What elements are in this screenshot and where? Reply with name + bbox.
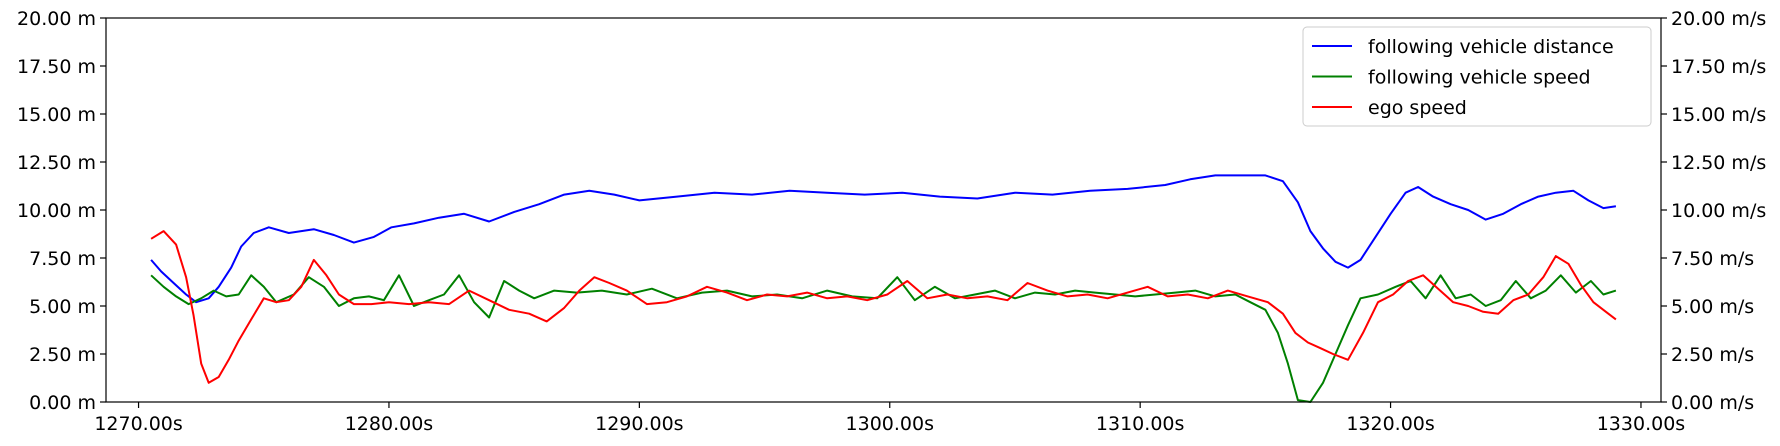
x-tick-label: 1330.00s [1597, 413, 1685, 435]
y-left-tick-label: 17.50 m [17, 56, 96, 78]
legend-label: ego speed [1368, 97, 1467, 119]
y-right-tick-label: 15.00 m/s [1671, 104, 1766, 126]
y-left-tick-label: 10.00 m [17, 200, 96, 222]
y-left-tick-label: 15.00 m [17, 104, 96, 126]
y-right-tick-label: 20.00 m/s [1671, 8, 1766, 30]
y-right-tick-label: 10.00 m/s [1671, 200, 1766, 222]
y-right-tick-label: 5.00 m/s [1671, 296, 1754, 318]
y-axis-left: 0.00 m 2.50 m 5.00 m 7.50 m 10.00 m 12.50 m 15… [17, 8, 106, 414]
y-left-tick-label: 12.50 m [17, 152, 96, 174]
legend-label: following vehicle speed [1368, 67, 1591, 89]
legend-label: following vehicle distance [1368, 36, 1614, 58]
y-left-tick-label: 7.50 m [29, 248, 96, 270]
y-left-tick-label: 20.00 m [17, 8, 96, 30]
series-line-3 [150, 230, 1617, 384]
x-tick-label: 1280.00s [345, 413, 433, 435]
x-tick-label: 1320.00s [1346, 413, 1434, 435]
series-line-2 [150, 274, 1617, 403]
y-right-tick-label: 7.50 m/s [1671, 248, 1754, 270]
y-right-tick-label: 12.50 m/s [1671, 152, 1766, 174]
series-line-1 [150, 174, 1617, 304]
y-axis-right: 0.00 m/s 2.50 m/s 5.00 m/s 7.50 m/s 10.00 m/… [1661, 8, 1766, 414]
series-layer [150, 174, 1617, 403]
x-axis: 1270.00s 1280.00s 1290.00s 1300.00s 1310.00s… [94, 402, 1685, 435]
x-tick-label: 1300.00s [846, 413, 934, 435]
legend-box [1302, 26, 1652, 127]
y-right-tick-label: 2.50 m/s [1671, 344, 1754, 366]
y-right-tick-label: 17.50 m/s [1671, 56, 1766, 78]
x-tick-label: 1310.00s [1096, 413, 1184, 435]
y-left-tick-label: 5.00 m [29, 296, 96, 318]
x-tick-label: 1270.00s [94, 413, 182, 435]
x-tick-label: 1290.00s [595, 413, 683, 435]
y-right-tick-label: 0.00 m/s [1671, 392, 1754, 414]
y-left-tick-label: 2.50 m [29, 344, 96, 366]
legend: following vehicle distance following vehi… [1302, 26, 1652, 127]
y-left-tick-label: 0.00 m [29, 392, 96, 414]
